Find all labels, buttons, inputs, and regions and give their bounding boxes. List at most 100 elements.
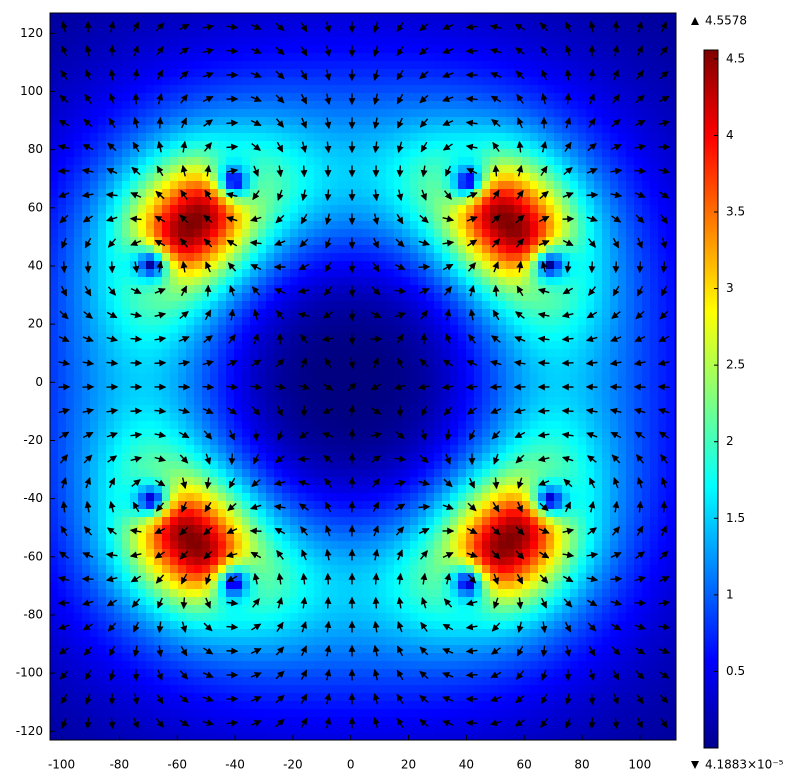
field-cell — [106, 69, 115, 78]
field-cell — [74, 13, 83, 22]
field-cell — [418, 197, 427, 206]
field-cell — [146, 477, 155, 486]
field-cell — [386, 285, 395, 294]
field-cell — [506, 349, 515, 358]
field-cell — [578, 53, 587, 62]
field-cell — [650, 245, 659, 254]
field-cell — [450, 389, 459, 398]
field-cell — [642, 357, 651, 366]
field-cell — [522, 109, 531, 118]
field-cell — [402, 421, 411, 430]
field-cell — [162, 29, 171, 38]
field-cell — [578, 333, 587, 342]
field-cell — [474, 501, 483, 510]
field-cell — [538, 245, 547, 254]
field-cell — [466, 469, 475, 478]
field-cell — [138, 261, 147, 270]
field-cell — [386, 69, 395, 78]
field-cell — [586, 413, 595, 422]
field-cell — [610, 165, 619, 174]
field-cell — [98, 109, 107, 118]
field-cell — [290, 157, 299, 166]
field-cell — [186, 213, 195, 222]
field-cell — [578, 493, 587, 502]
field-cell — [650, 21, 659, 30]
field-cell — [578, 381, 587, 390]
field-cell — [602, 45, 611, 54]
field-cell — [274, 493, 283, 502]
field-cell — [618, 341, 627, 350]
field-cell — [122, 469, 131, 478]
field-cell — [90, 437, 99, 446]
field-cell — [642, 61, 651, 70]
field-cell — [474, 341, 483, 350]
field-cell — [74, 149, 83, 158]
field-cell — [354, 37, 363, 46]
field-cell — [346, 365, 355, 374]
field-cell — [554, 341, 563, 350]
field-cell — [594, 269, 603, 278]
field-cell — [546, 205, 555, 214]
field-cell — [50, 173, 59, 182]
field-cell — [162, 173, 171, 182]
field-cell — [122, 461, 131, 470]
field-cell — [242, 261, 251, 270]
field-cell — [386, 389, 395, 398]
field-cell — [570, 181, 579, 190]
field-cell — [282, 509, 291, 518]
field-cell — [146, 341, 155, 350]
field-cell — [226, 445, 235, 454]
field-cell — [586, 277, 595, 286]
field-cell — [450, 141, 459, 150]
field-cell — [218, 269, 227, 278]
field-cell — [514, 445, 523, 454]
field-cell — [642, 157, 651, 166]
field-cell — [378, 213, 387, 222]
field-cell — [490, 325, 499, 334]
field-cell — [514, 29, 523, 38]
field-cell — [234, 501, 243, 510]
field-cell — [130, 453, 139, 462]
field-cell — [146, 469, 155, 478]
field-cell — [674, 445, 676, 454]
field-cell — [74, 245, 83, 254]
field-cell — [618, 181, 627, 190]
field-cell — [306, 285, 315, 294]
field-cell — [362, 213, 371, 222]
field-cell — [386, 485, 395, 494]
field-cell — [146, 325, 155, 334]
field-cell — [146, 429, 155, 438]
field-cell — [418, 349, 427, 358]
field-cell — [346, 277, 355, 286]
field-cell — [370, 109, 379, 118]
field-cell — [386, 245, 395, 254]
field-cell — [290, 421, 299, 430]
field-cell — [538, 421, 547, 430]
field-cell — [474, 421, 483, 430]
field-cell — [154, 517, 163, 526]
field-cell — [194, 53, 203, 62]
field-cell — [306, 357, 315, 366]
field-cell — [266, 389, 275, 398]
field-cell — [186, 21, 195, 30]
field-cell — [482, 365, 491, 374]
field-cell — [650, 373, 659, 382]
field-cell — [458, 469, 467, 478]
field-cell — [66, 309, 75, 318]
field-cell — [466, 29, 475, 38]
field-cell — [482, 461, 491, 470]
field-cell — [282, 101, 291, 110]
field-cell — [498, 333, 507, 342]
field-cell — [298, 509, 307, 518]
field-cell — [554, 229, 563, 238]
field-cell — [66, 237, 75, 246]
field-cell — [306, 157, 315, 166]
field-cell — [82, 325, 91, 334]
field-cell — [258, 453, 267, 462]
field-cell — [138, 165, 147, 174]
field-cell — [530, 357, 539, 366]
field-cell — [146, 157, 155, 166]
field-cell — [154, 429, 163, 438]
field-cell — [434, 229, 443, 238]
field-cell — [402, 173, 411, 182]
